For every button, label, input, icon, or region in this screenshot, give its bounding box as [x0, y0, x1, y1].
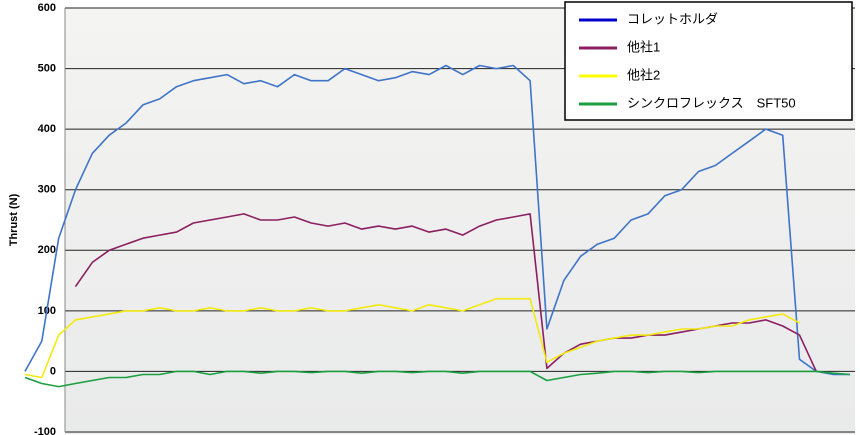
y-tick-label: 300: [38, 184, 56, 196]
legend-label: シンクロフレックス SFT50: [627, 95, 796, 110]
legend-label: コレットホルダ: [627, 11, 718, 26]
y-tick-label: 400: [38, 123, 56, 135]
y-tick-label: 200: [38, 244, 56, 256]
y-tick-label: 600: [38, 2, 56, 14]
legend-label: 他社1: [627, 39, 660, 54]
y-axis-label: Thrust (N): [8, 193, 20, 246]
legend-label: 他社2: [627, 67, 660, 82]
series-line: [24, 64, 850, 376]
y-tick-label: -100: [34, 426, 56, 435]
series-line: [74, 213, 818, 372]
series-line: [24, 370, 851, 388]
y-tick-label: 0: [50, 365, 56, 377]
series-line: [24, 297, 800, 379]
legend-box: [564, 1, 853, 121]
y-tick-label: 500: [38, 62, 56, 74]
